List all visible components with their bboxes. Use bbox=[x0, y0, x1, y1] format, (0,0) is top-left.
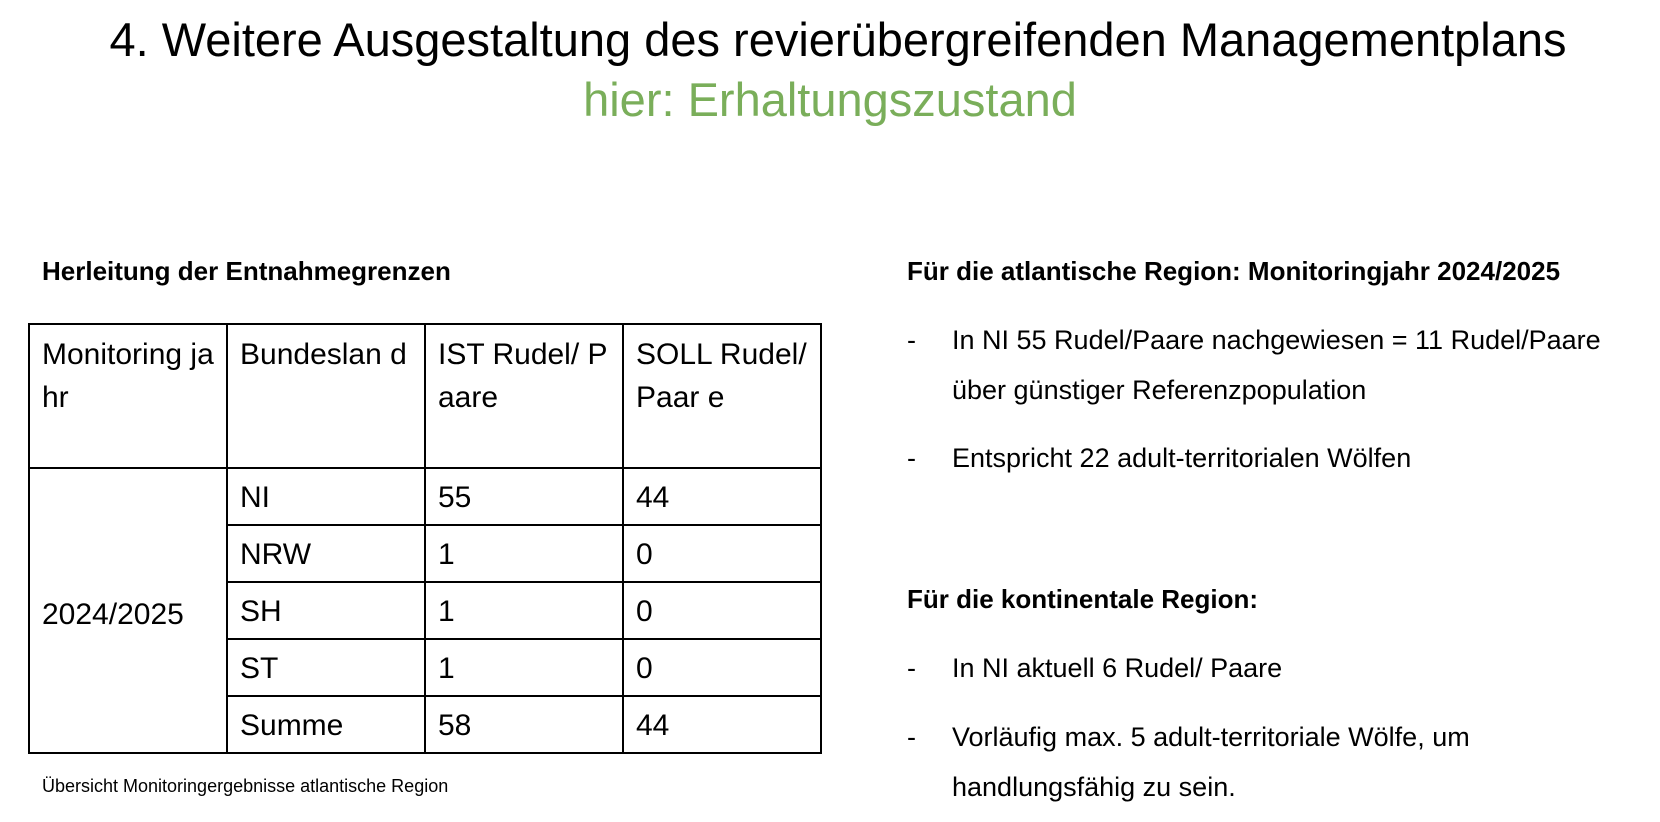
land-cell: Summe bbox=[226, 695, 426, 754]
land-cell: ST bbox=[226, 638, 426, 697]
soll-cell: 0 bbox=[622, 638, 822, 697]
table-row-sum: Summe 58 44 bbox=[29, 695, 822, 754]
table-row: 2024/2025 NI 55 44 bbox=[28, 467, 822, 754]
bullet-dash: - bbox=[907, 325, 916, 355]
continental-region-heading: Für die kontinentale Region: bbox=[907, 584, 1259, 614]
bullet-item: - Entspricht 22 adult-territorialen Wölf… bbox=[907, 433, 1647, 483]
land-cell: NI bbox=[226, 467, 426, 526]
land-cell: NRW bbox=[226, 524, 426, 583]
soll-cell: 44 bbox=[622, 467, 822, 526]
header-bundesland: Bundeslan d bbox=[226, 323, 426, 469]
soll-cell: 44 bbox=[622, 695, 822, 754]
ist-cell: 58 bbox=[424, 695, 624, 754]
monitoring-table: Monitoring jahr Bundeslan d IST Rudel/ P… bbox=[28, 323, 822, 754]
table-row: SH 1 0 bbox=[29, 581, 822, 640]
slide-title: 4. Weitere Ausgestaltung des revierüberg… bbox=[109, 13, 1567, 66]
soll-cell: 0 bbox=[622, 524, 822, 583]
ist-cell: 1 bbox=[424, 524, 624, 583]
bullet-item: - In NI aktuell 6 Rudel/ Paare bbox=[907, 643, 1647, 693]
ist-cell: 1 bbox=[424, 581, 624, 640]
bullet-text: Entspricht 22 adult-territorialen Wölfen bbox=[952, 443, 1412, 473]
atlantic-region-heading: Für die atlantische Region: Monitoringja… bbox=[907, 256, 1561, 286]
table-header-row: Monitoring jahr Bundeslan d IST Rudel/ P… bbox=[28, 323, 822, 469]
table-row: NRW 1 0 bbox=[29, 524, 822, 583]
land-cell: SH bbox=[226, 581, 426, 640]
year-cell: 2024/2025 bbox=[28, 467, 228, 754]
bullet-dash: - bbox=[907, 443, 916, 473]
ist-cell: 1 bbox=[424, 638, 624, 697]
table-section-heading: Herleitung der Entnahmegrenzen bbox=[42, 256, 451, 286]
header-soll: SOLL Rudel/Paar e bbox=[622, 323, 822, 469]
soll-cell: 0 bbox=[622, 581, 822, 640]
bullet-text: In NI aktuell 6 Rudel/ Paare bbox=[952, 653, 1283, 683]
table-caption: Übersicht Monitoringergebnisse atlantisc… bbox=[42, 776, 449, 796]
bullet-text: In NI 55 Rudel/Paare nachgewiesen = 11 R… bbox=[952, 325, 1601, 405]
table-row: ST 1 0 bbox=[29, 638, 822, 697]
slide-subtitle: hier: Erhaltungszustand bbox=[583, 73, 1077, 126]
bullet-item: - Vorläufig max. 5 adult-territoriale Wö… bbox=[907, 712, 1647, 812]
header-ist: IST Rudel/ Paare bbox=[424, 323, 624, 469]
header-monitoringjahr: Monitoring jahr bbox=[28, 323, 228, 469]
bullet-text: Vorläufig max. 5 adult-territoriale Wölf… bbox=[952, 722, 1470, 802]
bullet-dash: - bbox=[907, 722, 916, 752]
bullet-item: - In NI 55 Rudel/Paare nachgewiesen = 11… bbox=[907, 315, 1647, 415]
ist-cell: 55 bbox=[424, 467, 624, 526]
bullet-dash: - bbox=[907, 653, 916, 683]
